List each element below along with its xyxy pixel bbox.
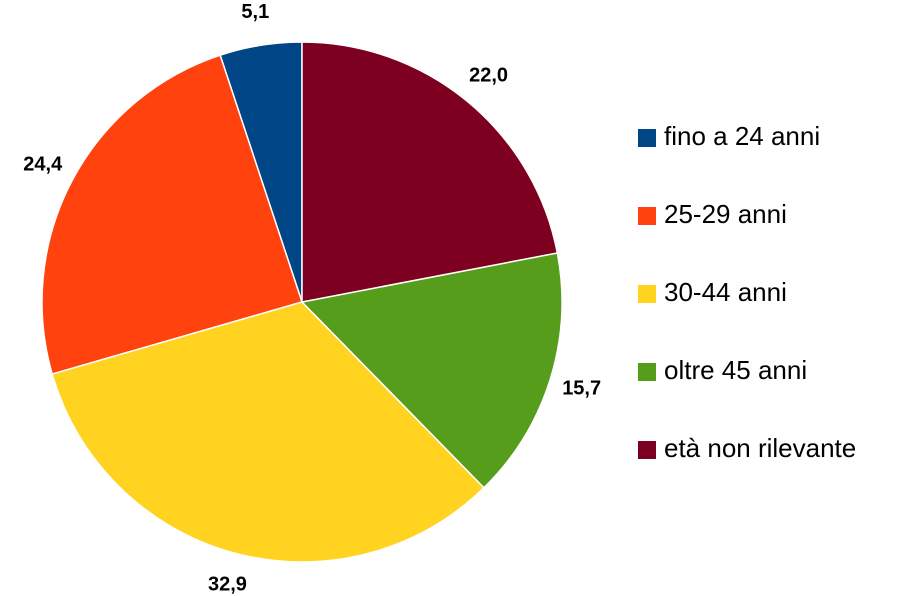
value-label: 24,4 xyxy=(23,154,63,176)
pie-slice xyxy=(301,41,559,303)
legend-swatch xyxy=(638,441,656,459)
value-label: 32,9 xyxy=(208,574,247,596)
legend-label: fino a 24 anni xyxy=(664,121,820,151)
legend-label: età non rilevante xyxy=(664,433,856,463)
value-label: 15,7 xyxy=(562,378,601,400)
pie-slice xyxy=(51,301,486,563)
value-label: 5,1 xyxy=(241,1,269,23)
legend-label: 25-29 anni xyxy=(664,199,787,229)
legend-swatch xyxy=(638,129,656,147)
pie-slice xyxy=(300,252,563,489)
legend-swatch xyxy=(638,285,656,303)
value-label: 22,0 xyxy=(469,64,508,86)
pie-slice xyxy=(41,54,303,376)
legend-label: oltre 45 anni xyxy=(664,355,807,385)
legend-swatch xyxy=(638,363,656,381)
legend-swatch xyxy=(638,207,656,225)
legend-label: 30-44 anni xyxy=(664,277,787,307)
